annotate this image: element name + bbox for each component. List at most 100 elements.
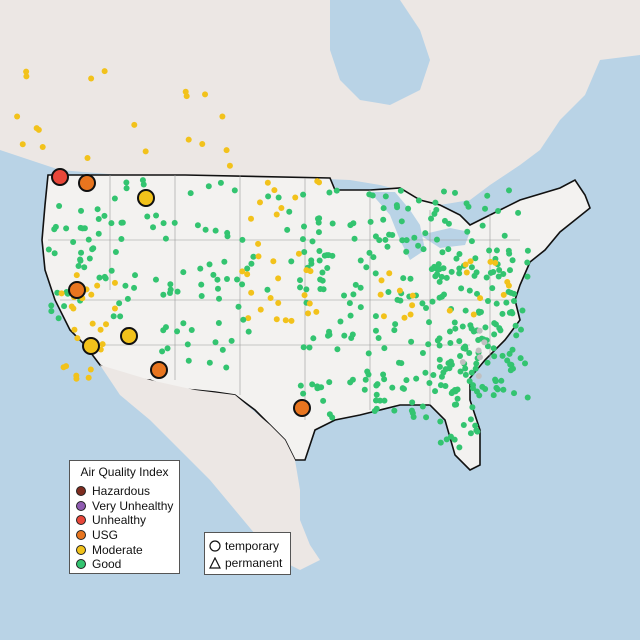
monitor-marker[interactable] [288,258,295,265]
monitor-marker[interactable] [426,379,433,386]
monitor-marker[interactable] [171,219,178,226]
monitor-marker[interactable] [234,276,241,283]
monitor-marker[interactable] [476,354,483,361]
monitor-marker[interactable] [398,360,405,367]
monitor-marker[interactable] [239,236,246,243]
monitor-marker[interactable] [199,140,206,147]
monitor-marker[interactable] [300,223,307,230]
monitor-marker[interactable] [326,328,333,335]
monitor-marker[interactable] [505,288,512,295]
monitor-marker[interactable] [35,126,42,133]
monitor-marker[interactable] [509,257,516,264]
monitor-marker[interactable] [239,281,246,288]
monitor-marker[interactable] [244,265,251,272]
monitor-marker[interactable] [465,203,472,210]
monitor-marker[interactable] [491,353,498,360]
monitor-marker[interactable] [499,310,506,317]
monitor-marker[interactable] [275,194,282,201]
monitor-marker[interactable] [68,303,75,310]
monitor-marker[interactable] [337,318,344,325]
monitor-marker[interactable] [506,350,513,357]
monitor-marker[interactable] [265,193,272,200]
monitor-marker[interactable] [464,228,471,235]
monitor-marker[interactable] [341,292,348,299]
monitor-marker[interactable] [384,243,391,250]
monitor-marker[interactable] [326,379,333,386]
monitor-marker[interactable] [458,285,465,292]
monitor-marker[interactable] [409,292,416,299]
monitor-marker[interactable] [448,268,455,275]
monitor-marker[interactable] [282,317,289,324]
monitor-marker[interactable] [434,271,441,278]
monitor-marker[interactable] [432,199,439,206]
monitor-marker[interactable] [88,291,95,298]
monitor-marker[interactable] [400,385,407,392]
monitor-marker[interactable] [286,208,293,215]
monitor-marker[interactable] [481,339,488,346]
monitor-marker[interactable] [248,215,255,222]
monitor-marker[interactable] [373,391,380,398]
monitor-marker[interactable] [524,394,531,401]
monitor-marker[interactable] [288,317,295,324]
monitor-marker[interactable] [221,258,228,265]
monitor-marker[interactable] [437,382,444,389]
monitor-marker[interactable] [456,250,463,257]
monitor-marker[interactable] [70,239,77,246]
monitor-marker[interactable] [174,328,181,335]
monitor-marker[interactable] [23,73,30,80]
monitor-marker[interactable] [79,225,86,232]
monitor-marker[interactable] [419,300,426,307]
monitor-marker[interactable] [517,355,524,362]
monitor-marker[interactable] [413,375,420,382]
monitor-marker[interactable] [451,436,458,443]
monitor-marker[interactable] [367,218,374,225]
monitor-marker[interactable] [219,113,226,120]
monitor-marker[interactable] [467,258,474,265]
monitor-marker[interactable] [454,395,461,402]
monitor-marker[interactable] [118,235,125,242]
monitor-marker[interactable] [202,226,209,233]
monitor-marker[interactable] [300,390,307,397]
monitor-marker[interactable] [19,141,26,148]
monitor-marker[interactable] [85,374,92,381]
monitor-marker[interactable] [467,416,474,423]
monitor-marker[interactable] [445,246,452,253]
monitor-marker-large[interactable] [51,168,69,186]
monitor-marker[interactable] [372,270,379,277]
monitor-marker[interactable] [442,383,449,390]
monitor-marker[interactable] [469,385,476,392]
monitor-marker[interactable] [185,136,192,143]
monitor-marker[interactable] [376,237,383,244]
monitor-marker[interactable] [273,211,280,218]
monitor-marker[interactable] [408,338,415,345]
monitor-marker[interactable] [457,368,464,375]
monitor-marker[interactable] [411,234,418,241]
monitor-marker-large[interactable] [120,327,138,345]
monitor-marker[interactable] [357,304,364,311]
monitor-marker[interactable] [493,247,500,254]
monitor-marker[interactable] [409,302,416,309]
monitor-marker[interactable] [511,390,518,397]
monitor-marker[interactable] [445,220,452,227]
monitor-marker[interactable] [347,379,354,386]
monitor-marker[interactable] [108,267,115,274]
monitor-marker[interactable] [256,199,263,206]
monitor-marker[interactable] [489,285,496,292]
monitor-marker[interactable] [407,275,414,282]
monitor-marker[interactable] [362,376,369,383]
monitor-marker[interactable] [63,363,70,370]
monitor-marker[interactable] [500,271,507,278]
monitor-marker[interactable] [479,383,486,390]
monitor-marker[interactable] [476,327,483,334]
monitor-marker[interactable] [466,287,473,294]
monitor-marker[interactable] [479,222,486,229]
monitor-marker[interactable] [410,414,417,421]
monitor-marker[interactable] [152,276,159,283]
monitor-marker[interactable] [248,289,255,296]
monitor-marker[interactable] [385,288,392,295]
monitor-marker[interactable] [392,321,399,328]
monitor-marker[interactable] [448,390,455,397]
monitor-marker[interactable] [101,212,108,219]
monitor-marker[interactable] [459,323,466,330]
monitor-marker[interactable] [380,371,387,378]
